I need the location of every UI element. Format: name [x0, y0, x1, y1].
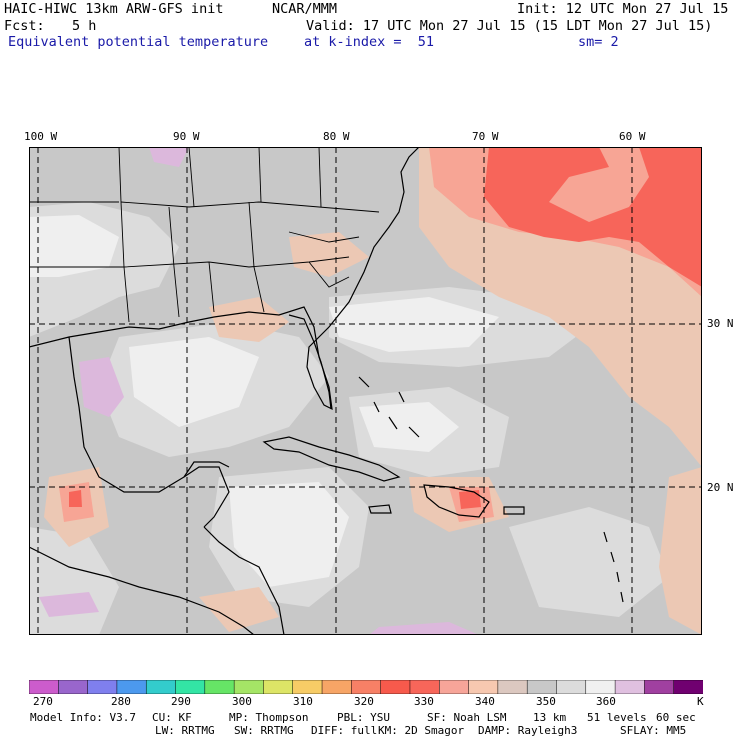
- model-info-damp: DAMP: Rayleigh3: [478, 724, 578, 737]
- colorbar-swatch: [614, 680, 646, 694]
- model-title: HAIC-HIWC 13km ARW-GFS init: [4, 1, 224, 17]
- model-info-sf: SF: Noah LSM: [427, 711, 507, 724]
- colorbar-tick-label: 340: [475, 695, 495, 708]
- model-info-mp: MP: Thompson: [229, 711, 309, 724]
- model-info-lw: LW: RRTMG: [155, 724, 215, 737]
- hot-red-regions: [69, 147, 702, 509]
- model-info-km: KM: 2D Smagor: [378, 724, 465, 737]
- colorbar-swatch: [321, 680, 353, 694]
- colorbar-swatch: [292, 680, 323, 694]
- colorbar-swatch: [145, 680, 177, 694]
- forecast-hour: 5 h: [72, 18, 97, 34]
- smoothing-label: sm= 2: [578, 34, 619, 50]
- colorbar-tick-label: 360: [596, 695, 616, 708]
- forecast-label: Fcst:: [4, 18, 45, 34]
- colorbar-tick-label: 300: [232, 695, 252, 708]
- colorbar-swatch: [116, 680, 147, 694]
- colorbar-tick-label: 310: [293, 695, 313, 708]
- colorbar-swatch: [673, 680, 703, 694]
- coastlines: [29, 147, 624, 635]
- lon-label: 100 W: [24, 130, 58, 143]
- colorbar-swatch: [29, 680, 60, 694]
- colorbar-swatch: [409, 680, 441, 694]
- lon-label: 90 W: [173, 130, 200, 143]
- model-info-pbl: PBL: YSU: [337, 711, 390, 724]
- colorbar-swatch: [233, 680, 265, 694]
- colorbar-swatch: [556, 680, 587, 694]
- colorbar-tick-label: 290: [171, 695, 191, 708]
- colorbar-swatch: [263, 680, 294, 694]
- level-label: at k-index = 51: [304, 34, 435, 50]
- colorbar-tick-label: 320: [354, 695, 374, 708]
- lat-label: 30 N: [707, 317, 734, 330]
- model-info-timestep: 60 sec: [656, 711, 696, 724]
- theta-e-map: [29, 147, 702, 635]
- lon-label: 60 W: [619, 130, 646, 143]
- model-info-sw: SW: RRTMG: [234, 724, 294, 737]
- colorbar-tick-label: 280: [111, 695, 131, 708]
- model-info-sflay: SFLAY: MM5: [620, 724, 687, 737]
- colorbar-unit: K: [697, 695, 704, 708]
- colorbar-swatch: [497, 680, 528, 694]
- lon-label: 70 W: [472, 130, 499, 143]
- colorbar-swatch: [526, 680, 558, 694]
- model-info-resolution: 13 km: [533, 711, 567, 724]
- colorbar-swatch: [644, 680, 675, 694]
- colorbar-tick-label: 350: [536, 695, 556, 708]
- lavender-regions: [39, 147, 479, 635]
- colorbar-swatch: [204, 680, 235, 694]
- model-info-diff: DIFF: full: [311, 724, 378, 737]
- field-name: Equivalent potential temperature: [8, 34, 269, 50]
- model-info-levels: 51 levels: [587, 711, 647, 724]
- pale-regions: [29, 215, 499, 587]
- lon-label: 80 W: [323, 130, 350, 143]
- colorbar-swatch: [439, 680, 470, 694]
- init-time: Init: 12 UTC Mon 27 Jul 15: [517, 1, 729, 17]
- colorbar-swatch: [87, 680, 118, 694]
- colorbar-swatch: [351, 680, 382, 694]
- colorbar-swatch: [585, 680, 616, 694]
- lat-lon-grid: [29, 147, 702, 635]
- colorbar: [29, 680, 703, 694]
- lat-label: 20 N: [707, 481, 734, 494]
- valid-time: Valid: 17 UTC Mon 27 Jul 15 (15 LDT Mon …: [306, 18, 713, 34]
- colorbar-swatch: [468, 680, 499, 694]
- colorbar-tick-label: 330: [414, 695, 434, 708]
- map-frame: [29, 147, 702, 635]
- colorbar-tick-label: 270: [33, 695, 53, 708]
- colorbar-swatch: [58, 680, 89, 694]
- colorbar-swatch: [175, 680, 206, 694]
- state-borders: [29, 147, 380, 323]
- colorbar-swatch: [380, 680, 411, 694]
- model-info-version: Model Info: V3.7: [30, 711, 136, 724]
- model-info-cu: CU: KF: [152, 711, 192, 724]
- organization-label: NCAR/MMM: [272, 1, 338, 17]
